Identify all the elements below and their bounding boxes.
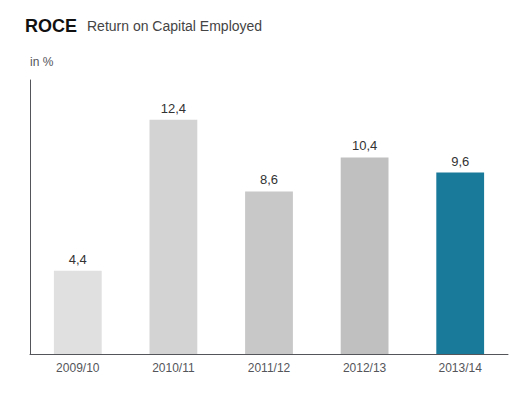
svg-text:2009/10: 2009/10	[56, 361, 100, 375]
svg-text:10,4: 10,4	[352, 138, 377, 153]
svg-text:Return on Capital Employed: Return on Capital Employed	[87, 18, 262, 34]
svg-text:2011/12: 2011/12	[248, 361, 291, 375]
svg-text:4,4: 4,4	[69, 252, 87, 267]
svg-text:2010/11: 2010/11	[152, 361, 195, 375]
svg-text:2012/13: 2012/13	[343, 361, 387, 375]
svg-text:2013/14: 2013/14	[439, 361, 483, 375]
svg-text:12,4: 12,4	[161, 101, 186, 116]
svg-text:ROCE: ROCE	[25, 16, 77, 36]
svg-text:in %: in %	[30, 55, 54, 69]
svg-text:8,6: 8,6	[260, 172, 278, 187]
svg-text:9,6: 9,6	[451, 154, 469, 169]
